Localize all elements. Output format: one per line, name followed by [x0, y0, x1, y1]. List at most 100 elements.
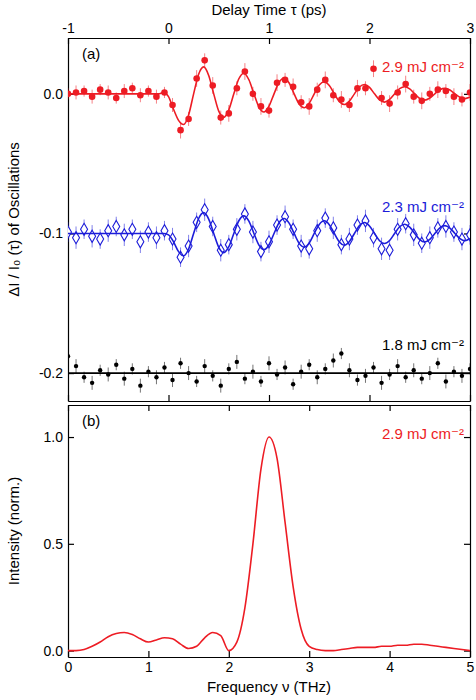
tick [464, 437, 470, 438]
point [403, 375, 407, 379]
panel-label: (a) [82, 45, 100, 62]
tick [148, 405, 149, 411]
point [130, 367, 134, 371]
point [219, 383, 223, 387]
tick-label: -0.2 [39, 365, 63, 381]
y-axis-left: 0.0-0.1-0.2 [39, 39, 74, 402]
tick-label: 3 [467, 20, 475, 36]
plot-area [68, 53, 470, 392]
tick: 1 [266, 20, 274, 44]
series-label: 1.8 mJ cm⁻² [382, 336, 464, 353]
series-label: 2.9 mJ cm⁻² [382, 425, 464, 442]
axis-line [470, 406, 471, 658]
tick-label: 1.0 [44, 429, 64, 445]
point [331, 358, 335, 362]
point [113, 95, 120, 102]
tick: 1 [145, 651, 153, 675]
point [178, 361, 182, 365]
figure: -101230.0-0.1-0.22.9 mJ cm⁻²2.3 mJ cm⁻²1… [0, 0, 476, 700]
point [82, 375, 86, 379]
point [379, 381, 383, 385]
series-label: 2.3 mJ cm⁻² [382, 198, 464, 215]
point [74, 364, 78, 368]
point [121, 229, 128, 241]
point [436, 361, 440, 365]
y-axis-title: ΔI / I₀ (τ) of Oscillations [5, 142, 22, 297]
tick [269, 395, 270, 401]
x-axis-bottom [69, 395, 471, 402]
point [444, 379, 448, 383]
axis-line [69, 657, 471, 658]
tick: 4 [386, 651, 394, 675]
tick: 2 [225, 651, 233, 675]
tick-label: 0 [65, 659, 73, 675]
tick-mark [148, 405, 149, 411]
point [145, 226, 152, 238]
point [235, 360, 239, 364]
tick-mark [309, 651, 310, 657]
point [137, 92, 144, 99]
tick: 3 [306, 651, 314, 675]
point [122, 376, 126, 380]
tick-label: 1 [145, 659, 153, 675]
tick-label: 3 [306, 659, 314, 675]
x-axis-title: Delay Time τ (ps) [211, 1, 326, 18]
tick-mark [229, 651, 230, 657]
axis-line [69, 401, 471, 402]
tick [370, 395, 371, 401]
tick-mark [369, 38, 370, 44]
y-axis-right [464, 406, 471, 658]
point [162, 365, 166, 369]
labels: 2.9 mJ cm⁻²2.3 mJ cm⁻²1.8 mJ cm⁻²(a)Dela… [5, 1, 464, 353]
point [202, 364, 206, 368]
tick-mark [148, 651, 149, 657]
tick-label: 4 [386, 659, 394, 675]
tick-mark [390, 405, 391, 411]
point [113, 220, 120, 232]
point [170, 378, 174, 382]
y-axis-title: Intensity (norm.) [5, 477, 22, 585]
point [347, 368, 351, 372]
point [267, 361, 271, 365]
y-axis-left: 0.00.51.0 [44, 406, 74, 659]
tick-mark [309, 405, 310, 411]
tick: 2 [366, 20, 374, 44]
point [378, 243, 385, 255]
point [90, 381, 94, 385]
point [306, 243, 313, 255]
point [467, 89, 470, 96]
point [386, 244, 393, 256]
plot-area [68, 437, 470, 651]
x-axis-title: Frequency ν (THz) [207, 678, 331, 695]
point [201, 57, 208, 64]
point [177, 127, 184, 134]
point [370, 65, 377, 72]
x-axis-top [69, 405, 471, 411]
tick-label: 2 [225, 659, 233, 675]
point [468, 367, 470, 371]
tick-label: 0 [165, 20, 173, 36]
point [97, 86, 104, 93]
tick-label: 1 [266, 20, 274, 36]
line [68, 437, 470, 651]
point [291, 382, 295, 386]
point [114, 363, 118, 367]
point [259, 379, 263, 383]
tick-mark [390, 651, 391, 657]
tick-mark [464, 544, 470, 545]
axis-line [68, 406, 69, 658]
line [68, 67, 470, 125]
tick-label: -0.1 [39, 225, 63, 241]
tick: 0 [165, 20, 173, 44]
tick-label: -1 [62, 20, 75, 36]
tick-mark [168, 38, 169, 44]
tick-mark [229, 405, 230, 411]
panel-label: (b) [82, 412, 100, 429]
tick: 0.5 [44, 536, 74, 552]
point [370, 232, 377, 244]
x-axis-bottom: 012345 [65, 651, 475, 675]
point [243, 376, 247, 380]
point [412, 368, 416, 372]
tick [229, 405, 230, 411]
panel: 0123450.00.51.02.9 mJ cm⁻²(b)Frequency ν… [5, 405, 475, 695]
